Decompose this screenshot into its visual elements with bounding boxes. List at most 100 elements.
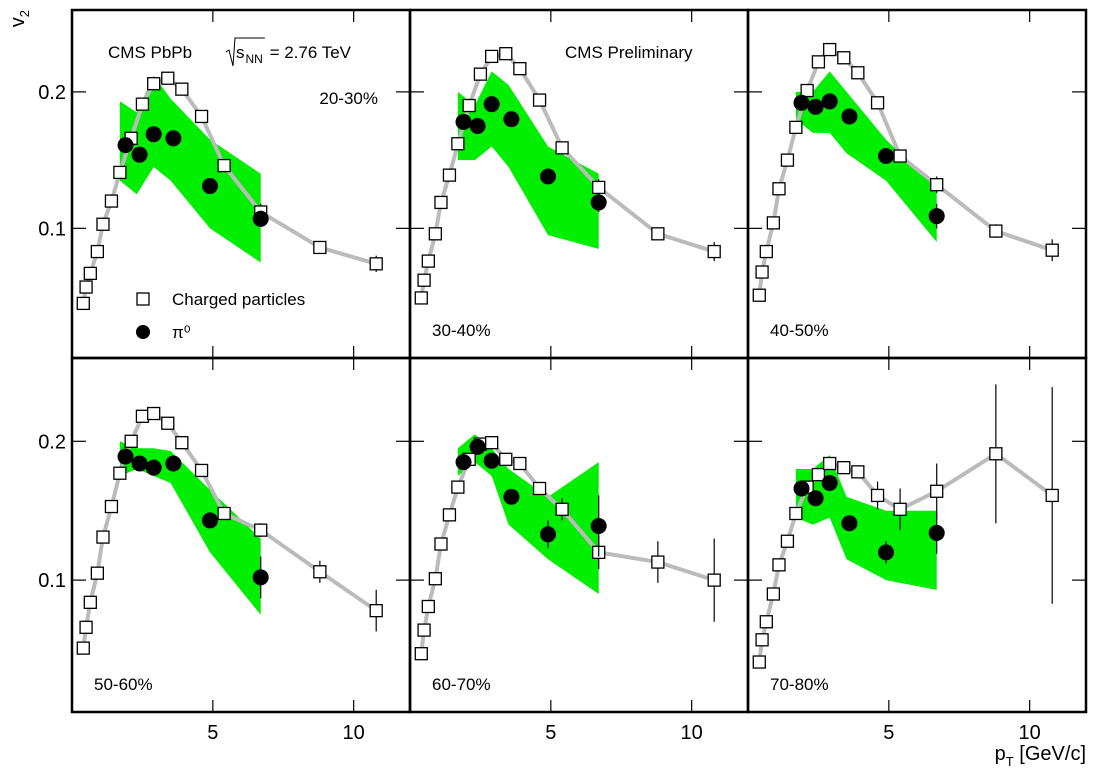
pi0-marker	[252, 210, 269, 227]
charged-marker	[893, 502, 907, 516]
charged-marker	[789, 120, 803, 135]
pi0-marker	[841, 108, 858, 125]
charged-marker	[79, 280, 93, 294]
systematic-band	[457, 71, 599, 249]
pi0-marker	[455, 113, 472, 130]
charged-marker	[421, 599, 435, 614]
pi0-marker	[793, 480, 810, 497]
charged-marker	[473, 67, 488, 81]
x-tick-label: 10	[681, 722, 703, 744]
centrality-label: 60-70%	[432, 675, 491, 694]
pi0-marker	[793, 94, 810, 111]
charged-marker	[76, 641, 90, 655]
charged-marker	[851, 465, 865, 479]
charged-marker	[513, 456, 527, 471]
pi0-marker	[821, 93, 838, 110]
charged-marker	[147, 77, 161, 91]
charged-marker	[417, 273, 431, 287]
x-tick-label: 10	[343, 722, 365, 744]
y-axis-label: v2	[7, 10, 32, 27]
charged-marker	[592, 180, 606, 195]
legend-marker	[136, 292, 150, 306]
charged-marker	[462, 98, 476, 113]
charged-marker	[752, 655, 766, 669]
charged-marker	[485, 49, 499, 64]
pi0-marker	[202, 512, 219, 529]
charged-marker	[707, 573, 721, 587]
charged-marker	[135, 97, 150, 111]
pi0-marker	[590, 517, 607, 534]
charged-marker	[83, 595, 97, 609]
charged-marker	[811, 55, 826, 69]
charged-marker	[428, 227, 443, 241]
centrality-label: 30-40%	[432, 321, 491, 340]
charged-marker	[989, 447, 1003, 461]
charged-marker	[254, 523, 268, 537]
pi0-marker	[540, 526, 557, 543]
panel: 40-50%	[746, 8, 1088, 360]
charged-marker	[759, 615, 773, 629]
y-tick-label: 0.1	[38, 570, 66, 592]
charged-marker	[417, 623, 431, 637]
charged-marker	[104, 194, 119, 208]
charged-marker	[766, 587, 780, 601]
pi0-marker	[483, 96, 500, 113]
panel: 5 10 60-70%	[408, 356, 750, 744]
pi0-marker	[503, 488, 520, 505]
charged-marker	[76, 296, 90, 311]
pi0-marker	[145, 126, 162, 143]
charged-marker	[442, 508, 457, 522]
charged-marker	[313, 565, 327, 579]
charged-marker	[755, 633, 769, 647]
charged-marker	[513, 62, 527, 76]
charged-marker	[161, 71, 175, 85]
charged-marker	[789, 506, 803, 521]
charged-marker	[90, 244, 104, 259]
x-axis-label-unit: [GeV/c]	[1014, 743, 1086, 765]
charged-marker	[532, 481, 547, 496]
y-tick-label: 0.2	[38, 431, 66, 453]
charged-marker	[893, 149, 907, 163]
charged-marker	[755, 265, 769, 279]
systematic-band	[457, 434, 599, 594]
centrality-label: 20-30%	[319, 89, 378, 108]
charged-marker	[369, 604, 383, 618]
x-axis-label-main: p	[995, 743, 1006, 765]
x-tick-label: 10	[1019, 722, 1041, 744]
pi0-marker	[928, 524, 945, 541]
pi0-marker	[252, 569, 269, 586]
charged-marker	[780, 534, 795, 548]
x-axis-label: pT [GeV/c]	[995, 743, 1086, 769]
charged-marker	[555, 502, 569, 516]
legend-label: π⁰	[172, 323, 191, 342]
charged-marker	[1045, 488, 1059, 503]
pi0-marker	[483, 452, 500, 469]
centrality-label: 50-60%	[94, 675, 153, 694]
charged-marker	[83, 266, 97, 281]
charged-marker	[555, 141, 569, 155]
charged-marker	[1045, 243, 1059, 257]
charged-marker	[175, 436, 189, 450]
charged-marker	[752, 288, 766, 302]
pi0-marker	[807, 490, 824, 507]
y-axis-label-main: v	[7, 17, 29, 27]
charged-marker	[135, 409, 150, 423]
systematic-band	[119, 441, 261, 615]
systematic-band	[795, 71, 937, 242]
charged-marker	[442, 168, 457, 182]
pi0-marker	[469, 438, 486, 455]
x-tick-label: 5	[207, 722, 218, 744]
charged-marker	[414, 291, 428, 305]
charged-marker	[811, 467, 826, 482]
charged-marker	[90, 566, 104, 580]
panel: 30-40% CMS Preliminary	[408, 8, 750, 360]
charged-marker	[989, 224, 1003, 238]
charged-marker	[113, 165, 127, 180]
energy-subscript: NN	[246, 52, 263, 66]
pi0-marker	[145, 459, 162, 476]
charged-marker	[837, 51, 851, 65]
charged-marker	[96, 530, 110, 544]
charged-marker	[532, 93, 547, 107]
y-tick-label: 0.2	[38, 82, 66, 104]
charged-marker	[217, 506, 231, 521]
